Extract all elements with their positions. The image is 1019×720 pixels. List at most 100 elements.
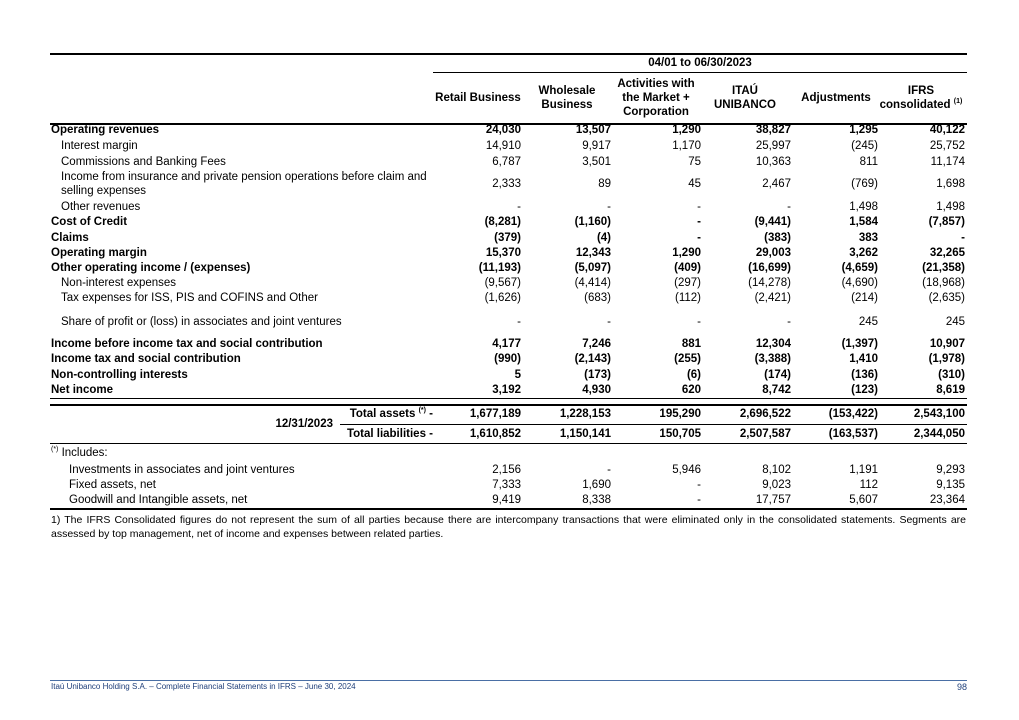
row-label: Claims [51, 232, 89, 244]
cell-value: 7,333 [492, 479, 521, 491]
row-label: Operating margin [51, 247, 147, 259]
column-note: (1) [953, 98, 963, 106]
row-label: Commissions and Banking Fees [61, 156, 226, 168]
cell-value: (379) [494, 232, 521, 244]
column-label: Adjustments [801, 92, 871, 104]
rule [50, 53, 967, 55]
cell-value: 8,102 [762, 464, 791, 476]
column-header: Retail Business [433, 91, 523, 105]
column-label: Activities with the Market + Corporation [617, 78, 695, 118]
cell-value: (4,659) [841, 262, 878, 274]
rule [50, 508, 967, 510]
cell-value: - [697, 216, 701, 228]
cell-value: (123) [851, 384, 878, 396]
cell-value: 23,364 [929, 494, 965, 506]
rule [340, 424, 967, 425]
cell-value: 9,293 [936, 464, 965, 476]
cell-value: 9,917 [582, 140, 611, 152]
cell-value: - [697, 494, 701, 506]
cell-value: 17,757 [755, 494, 791, 506]
includes-note: (*) [51, 446, 59, 454]
cell-value: 6,787 [492, 156, 521, 168]
cell-value: - [607, 464, 611, 476]
cell-value: (2,143) [574, 353, 611, 365]
cell-value: (112) [675, 292, 701, 304]
cell-value: (163,537) [828, 428, 878, 440]
cell-value: 45 [688, 178, 701, 190]
cell-value: (2,635) [928, 292, 965, 304]
rule [50, 680, 967, 681]
column-label: Wholesale Business [538, 85, 596, 111]
period: 04/01 to 06/30/2023 [648, 57, 752, 69]
cell-value: 3,501 [582, 156, 611, 168]
balance-label: Total assets (*) - [300, 407, 433, 421]
cell-value: (409) [674, 262, 701, 274]
cell-value: 75 [688, 156, 701, 168]
cell-value: (990) [494, 353, 521, 365]
row-label: Investments in associates and joint vent… [69, 464, 295, 476]
cell-value: 3,192 [492, 384, 521, 396]
cell-value: 5 [514, 369, 521, 381]
cell-value: 9,023 [762, 479, 791, 491]
cell-value: 1,690 [582, 479, 611, 491]
footnote: 1) The IFRS Consolidated figures do not … [51, 514, 966, 540]
includes-text: Includes: [61, 447, 108, 459]
row-label: Interest margin [61, 140, 138, 152]
cell-value: 7,246 [582, 338, 611, 350]
cell-value: 1,498 [849, 201, 878, 213]
cell-value: (1,978) [928, 353, 965, 365]
cell-value: 12,343 [575, 247, 611, 259]
row-label: Non-controlling interests [51, 369, 188, 381]
cell-value: (4) [596, 232, 611, 244]
row-label: Operating revenues [51, 124, 160, 136]
cell-value: - [607, 201, 611, 213]
cell-value: 5,946 [672, 464, 701, 476]
cell-value: 29,003 [755, 247, 791, 259]
cell-value: 9,135 [936, 479, 965, 491]
cell-value: 811 [859, 156, 878, 168]
row-label: Income from insurance and private pensio… [61, 171, 427, 197]
cell-value: (310) [938, 369, 965, 381]
cell-value: 10,363 [755, 156, 791, 168]
cell-value: 1,410 [849, 353, 878, 365]
cell-value: 15,370 [485, 247, 521, 259]
cell-value: (1,160) [574, 216, 611, 228]
cell-value: (136) [851, 369, 878, 381]
cell-value: (5,097) [574, 262, 611, 274]
cell-value: (14,278) [748, 277, 791, 289]
cell-value: 2,543,100 [913, 408, 965, 420]
cell-value: (8,281) [484, 216, 521, 228]
cell-value: 1,228,153 [559, 408, 611, 420]
cell-value: 12,304 [755, 338, 791, 350]
cell-value: (3,388) [754, 353, 791, 365]
rule [50, 404, 967, 406]
cell-value: 2,696,522 [739, 408, 791, 420]
cell-value: 1,677,189 [469, 408, 521, 420]
cell-value: - [697, 316, 701, 328]
cell-value: - [787, 201, 791, 213]
cell-value: 14,910 [485, 140, 521, 152]
row-label: Tax expenses for ISS, PIS and COFINS and… [61, 292, 318, 304]
cell-value: 11,174 [930, 156, 965, 168]
row-label: Other revenues [61, 201, 141, 213]
cell-value: 1,584 [849, 216, 878, 228]
column-label: ITAÚ UNIBANCO [714, 85, 776, 111]
column-header: Adjustments [791, 91, 881, 105]
cell-value: 4,930 [582, 384, 611, 396]
column-header: IFRS consolidated (1) [876, 84, 966, 112]
cell-value: 32,265 [929, 247, 965, 259]
cell-value: 1,150,141 [559, 428, 611, 440]
cell-value: 1,290 [672, 124, 701, 136]
cell-value: (153,422) [828, 408, 878, 420]
balance-date: 12/31/2023 [275, 418, 333, 430]
cell-value: 2,344,050 [913, 428, 965, 440]
footer-text: Itaú Unibanco Holding S.A. – Complete Fi… [51, 682, 356, 691]
cell-value: (769) [851, 178, 878, 190]
cell-value: 9,419 [492, 494, 521, 506]
cell-value: (6) [686, 369, 701, 381]
cell-value: (1,626) [484, 292, 521, 304]
row-label: Net income [51, 384, 113, 396]
cell-value: (383) [764, 232, 791, 244]
cell-value: (16,699) [748, 262, 791, 274]
cell-value: 25,752 [929, 140, 965, 152]
